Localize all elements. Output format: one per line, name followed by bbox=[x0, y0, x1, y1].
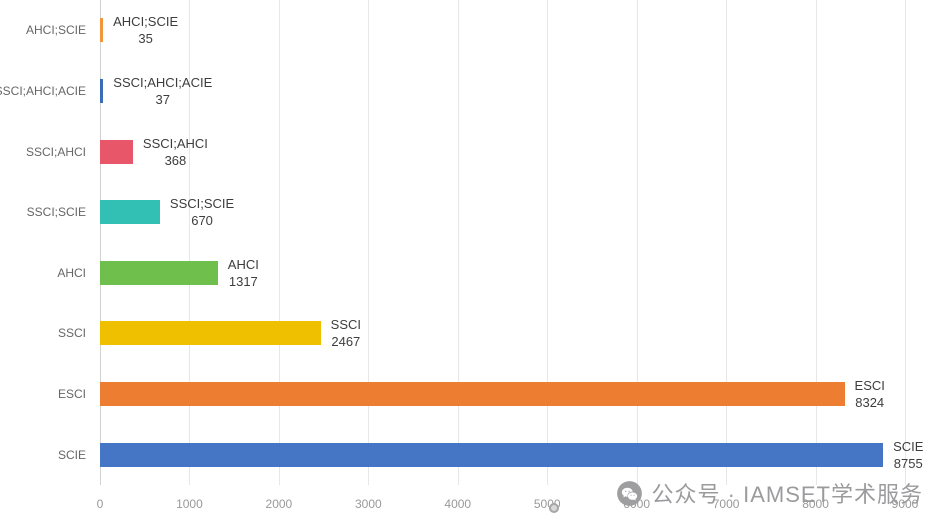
bar-row: ESCI 8324 bbox=[100, 364, 905, 425]
bar-scie[interactable] bbox=[100, 442, 884, 467]
x-tick-label: 8000 bbox=[802, 497, 829, 511]
bar-value-label: SSCI;AHCI;ACIE 37 bbox=[113, 74, 213, 107]
bar-ahci-scie[interactable] bbox=[100, 18, 104, 43]
bar-row: SSCI;SCIE 670 bbox=[100, 182, 905, 243]
y-axis-label: AHCI;SCIE bbox=[25, 23, 86, 38]
bar-series: AHCI;SCIE 35 SSCI;AHCI;ACIE 37 SSCI;AHCI 368 S… bbox=[100, 0, 923, 485]
gridline bbox=[278, 0, 280, 485]
bar-value-label: AHCI;SCIE 35 bbox=[113, 14, 179, 47]
x-tick-label: 2000 bbox=[265, 497, 293, 511]
bar-row: SSCI;AHCI 368 bbox=[100, 121, 905, 182]
bar-row: AHCI;SCIE 35 bbox=[100, 0, 905, 61]
x-tick-label: 3000 bbox=[354, 497, 382, 511]
watermark-text: 公众号 · IAMSET学术服务 bbox=[651, 482, 923, 507]
bar-ssci[interactable] bbox=[100, 321, 321, 346]
bar-esci[interactable] bbox=[100, 382, 845, 407]
x-tick-label: 7000 bbox=[712, 497, 740, 511]
y-axis-label: SSCI;AHCI;ACIE bbox=[0, 83, 86, 98]
x-tick-label: 0 bbox=[96, 497, 104, 511]
bar-ahci[interactable] bbox=[100, 260, 218, 285]
gridline bbox=[815, 0, 817, 485]
bar-row: SSCI;AHCI;ACIE 37 bbox=[100, 61, 905, 122]
bar-value-label: ESCI 8324 bbox=[854, 378, 885, 411]
y-axis-label: AHCI bbox=[57, 265, 86, 280]
bar-ssci-ahci-acie[interactable] bbox=[100, 78, 104, 103]
gridline bbox=[636, 0, 638, 485]
y-axis-label: SCIE bbox=[57, 447, 86, 462]
x-tick-label: 4000 bbox=[444, 497, 472, 511]
gridline bbox=[100, 0, 101, 485]
y-axis-category-labels: AHCI;SCIE SSCI;AHCI;ACIE SSCI;AHCI SSCI;SCI… bbox=[0, 0, 94, 485]
y-axis-label: SSCI;AHCI bbox=[25, 144, 86, 159]
bar-value-label: SCIE 8755 bbox=[893, 438, 924, 471]
bar-row: SSCI 2467 bbox=[100, 303, 905, 364]
bar-row: AHCI 1317 bbox=[100, 243, 905, 304]
wechat-icon bbox=[616, 480, 643, 507]
page-dot bbox=[549, 503, 559, 513]
watermark: 公众号 · IAMSET学术服务 bbox=[616, 477, 923, 509]
plot-area: AHCI;SCIE 35 SSCI;AHCI;ACIE 37 SSCI;AHCI 368 S… bbox=[100, 0, 923, 485]
gridline bbox=[905, 0, 906, 485]
x-tick-label: 1000 bbox=[176, 497, 203, 511]
y-axis-label: SSCI;SCIE bbox=[26, 205, 86, 220]
bar-ssci-scie[interactable] bbox=[100, 200, 160, 225]
bar-value-label: SSCI 2467 bbox=[330, 317, 361, 350]
gridline bbox=[547, 0, 549, 485]
y-axis-label: SSCI bbox=[57, 326, 86, 341]
x-tick-label: 9000 bbox=[891, 497, 919, 511]
bar-value-label: AHCI 1317 bbox=[227, 256, 259, 289]
bar-ssci-ahci[interactable] bbox=[100, 139, 133, 164]
gridline bbox=[368, 0, 370, 485]
gridline bbox=[457, 0, 459, 485]
bar-value-label: SSCI;SCIE 670 bbox=[169, 196, 235, 229]
gridline bbox=[189, 0, 191, 485]
y-axis-label: ESCI bbox=[57, 387, 86, 402]
gridline bbox=[726, 0, 728, 485]
bar-row: SCIE 8755 bbox=[100, 424, 923, 485]
bar-value-label: SSCI;AHCI 368 bbox=[142, 135, 208, 168]
